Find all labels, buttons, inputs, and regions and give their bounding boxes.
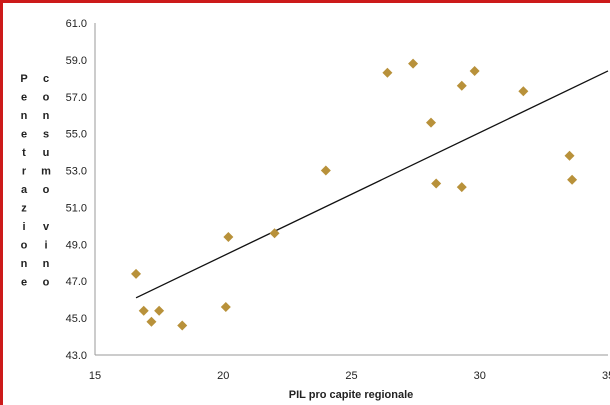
- data-point: [456, 80, 467, 91]
- x-tick-label: 25: [345, 370, 357, 382]
- y-axis-label-letter: n: [43, 110, 50, 122]
- x-tick-label: 35: [602, 370, 610, 382]
- data-point: [154, 305, 165, 316]
- y-tick-label: 45.0: [66, 313, 87, 325]
- data-point: [138, 305, 149, 316]
- y-axis-label-letter: i: [44, 240, 47, 252]
- y-tick-label: 53.0: [66, 166, 87, 178]
- y-tick-label: 43.0: [66, 350, 87, 362]
- y-axis-label-letter: t: [22, 147, 26, 159]
- data-point: [131, 268, 142, 279]
- y-axis-label-letter: o: [43, 184, 50, 196]
- y-axis-label-letter: v: [43, 221, 50, 233]
- data-point: [564, 150, 575, 161]
- y-tick-label: 51.0: [66, 202, 87, 214]
- data-point: [177, 320, 188, 331]
- y-axis-label-letter: m: [41, 166, 51, 178]
- y-axis-label-letter: c: [43, 73, 49, 85]
- y-tick-label: 59.0: [66, 55, 87, 67]
- y-axis-label-letter: u: [43, 147, 50, 159]
- y-tick-label: 55.0: [66, 129, 87, 141]
- y-axis-label-letter: n: [43, 258, 50, 270]
- data-point: [146, 316, 157, 327]
- y-tick-labels: 43.0 45.0 47.0 49.0 51.0 53.0 55.0 57.0 59.0 61.0: [66, 18, 87, 362]
- y-axis-label-letter: e: [21, 92, 27, 104]
- data-point: [518, 86, 529, 97]
- data-point: [456, 182, 467, 193]
- y-tick-label: 57.0: [66, 92, 87, 104]
- y-axis-label-letter: r: [22, 166, 27, 178]
- data-point: [408, 58, 419, 69]
- y-axis-label-letter: z: [21, 203, 27, 215]
- y-axis-label-letter: o: [43, 92, 50, 104]
- axes: [94, 23, 608, 356]
- x-tick-labels: 15 20 25 30 35: [89, 370, 610, 382]
- data-point: [469, 65, 480, 76]
- data-point: [269, 228, 280, 239]
- data-point: [431, 178, 442, 189]
- data-point: [220, 302, 231, 313]
- y-tick-label: 49.0: [66, 239, 87, 251]
- y-axis-label-letter: n: [21, 110, 28, 122]
- y-axis-label-letter: P: [20, 73, 27, 85]
- data-point: [382, 67, 393, 78]
- data-point: [567, 174, 578, 185]
- y-axis-label-letter: o: [21, 240, 28, 252]
- y-tick-label: 61.0: [66, 18, 87, 30]
- data-points: [131, 58, 578, 331]
- x-tick-label: 20: [217, 370, 229, 382]
- y-axis-label-letter: i: [22, 221, 25, 233]
- y-axis-label-letter: a: [21, 184, 28, 196]
- y-axis-label-letter: e: [21, 129, 27, 141]
- data-point: [223, 231, 234, 242]
- y-tick-label: 47.0: [66, 276, 87, 288]
- x-tick-label: 30: [474, 370, 486, 382]
- y-axis-label-letter: n: [21, 258, 28, 270]
- data-point: [426, 117, 437, 128]
- y-axis-label-letter: s: [43, 129, 49, 141]
- x-tick-label: 15: [89, 370, 101, 382]
- trendline: [135, 70, 609, 299]
- y-axis-label-letter: o: [43, 277, 50, 289]
- y-axis-label-letter: e: [21, 277, 27, 289]
- data-point: [320, 165, 331, 176]
- x-axis-label: PIL pro capite regionale: [289, 389, 414, 401]
